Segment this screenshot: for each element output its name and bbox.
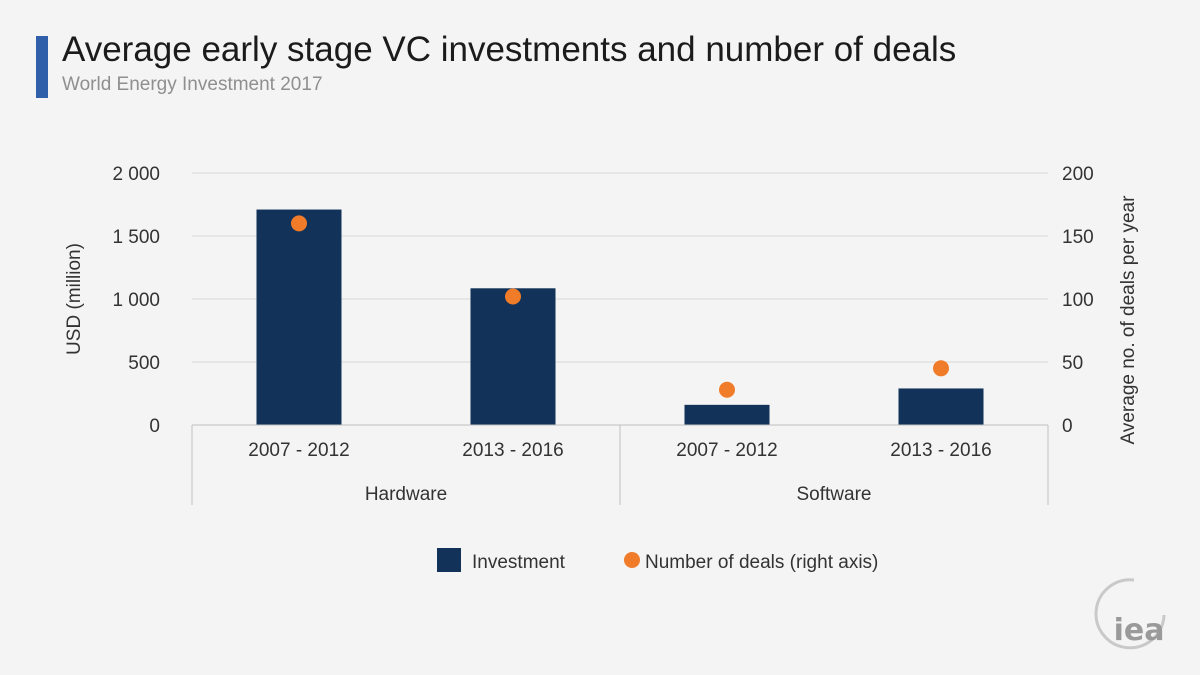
x-tick-label: 2007 - 2012 — [248, 440, 349, 461]
chart-title: Average early stage VC investments and n… — [62, 30, 957, 69]
point-number-of-deals — [933, 360, 949, 377]
y-axis-label-right: Average no. of deals per year — [1118, 195, 1139, 445]
y-tick-label-right: 50 — [1062, 353, 1083, 374]
x-tick-label: 2013 - 2016 — [462, 440, 563, 461]
y-tick-label-left: 2 000 — [112, 164, 160, 185]
point-number-of-deals — [291, 215, 307, 232]
x-tick-label: 2007 - 2012 — [676, 440, 777, 461]
group-label: Hardware — [365, 484, 447, 505]
legend-swatch-investment — [437, 548, 461, 572]
y-tick-label-right: 100 — [1062, 290, 1094, 311]
legend-label-investment: Investment — [472, 552, 566, 573]
bar-investment — [470, 288, 556, 425]
legend-swatch-number-of-deals — [624, 552, 640, 568]
y-tick-label-left: 1 500 — [112, 227, 160, 248]
legend-label-number-of-deals: Number of deals (right axis) — [645, 552, 878, 573]
point-number-of-deals — [719, 381, 735, 398]
y-tick-label-right: 150 — [1062, 227, 1094, 248]
title-accent-bar — [36, 36, 48, 98]
y-tick-label-left: 0 — [149, 416, 160, 437]
iea-logo: iea — [1114, 613, 1165, 648]
y-tick-label-left: 500 — [128, 353, 160, 374]
chart-subtitle: World Energy Investment 2017 — [62, 74, 323, 95]
group-label: Software — [797, 484, 872, 505]
point-number-of-deals — [505, 288, 521, 305]
y-tick-label-right: 200 — [1062, 164, 1094, 185]
bar-investment — [256, 209, 342, 425]
y-tick-label-right: 0 — [1062, 416, 1073, 437]
y-axis-label-left: USD (million) — [64, 243, 85, 355]
y-tick-label-left: 1 000 — [112, 290, 160, 311]
bar-investment — [898, 388, 984, 425]
x-tick-label: 2013 - 2016 — [890, 440, 991, 461]
iea-logo-ring — [1094, 578, 1166, 650]
bar-investment — [684, 404, 770, 425]
